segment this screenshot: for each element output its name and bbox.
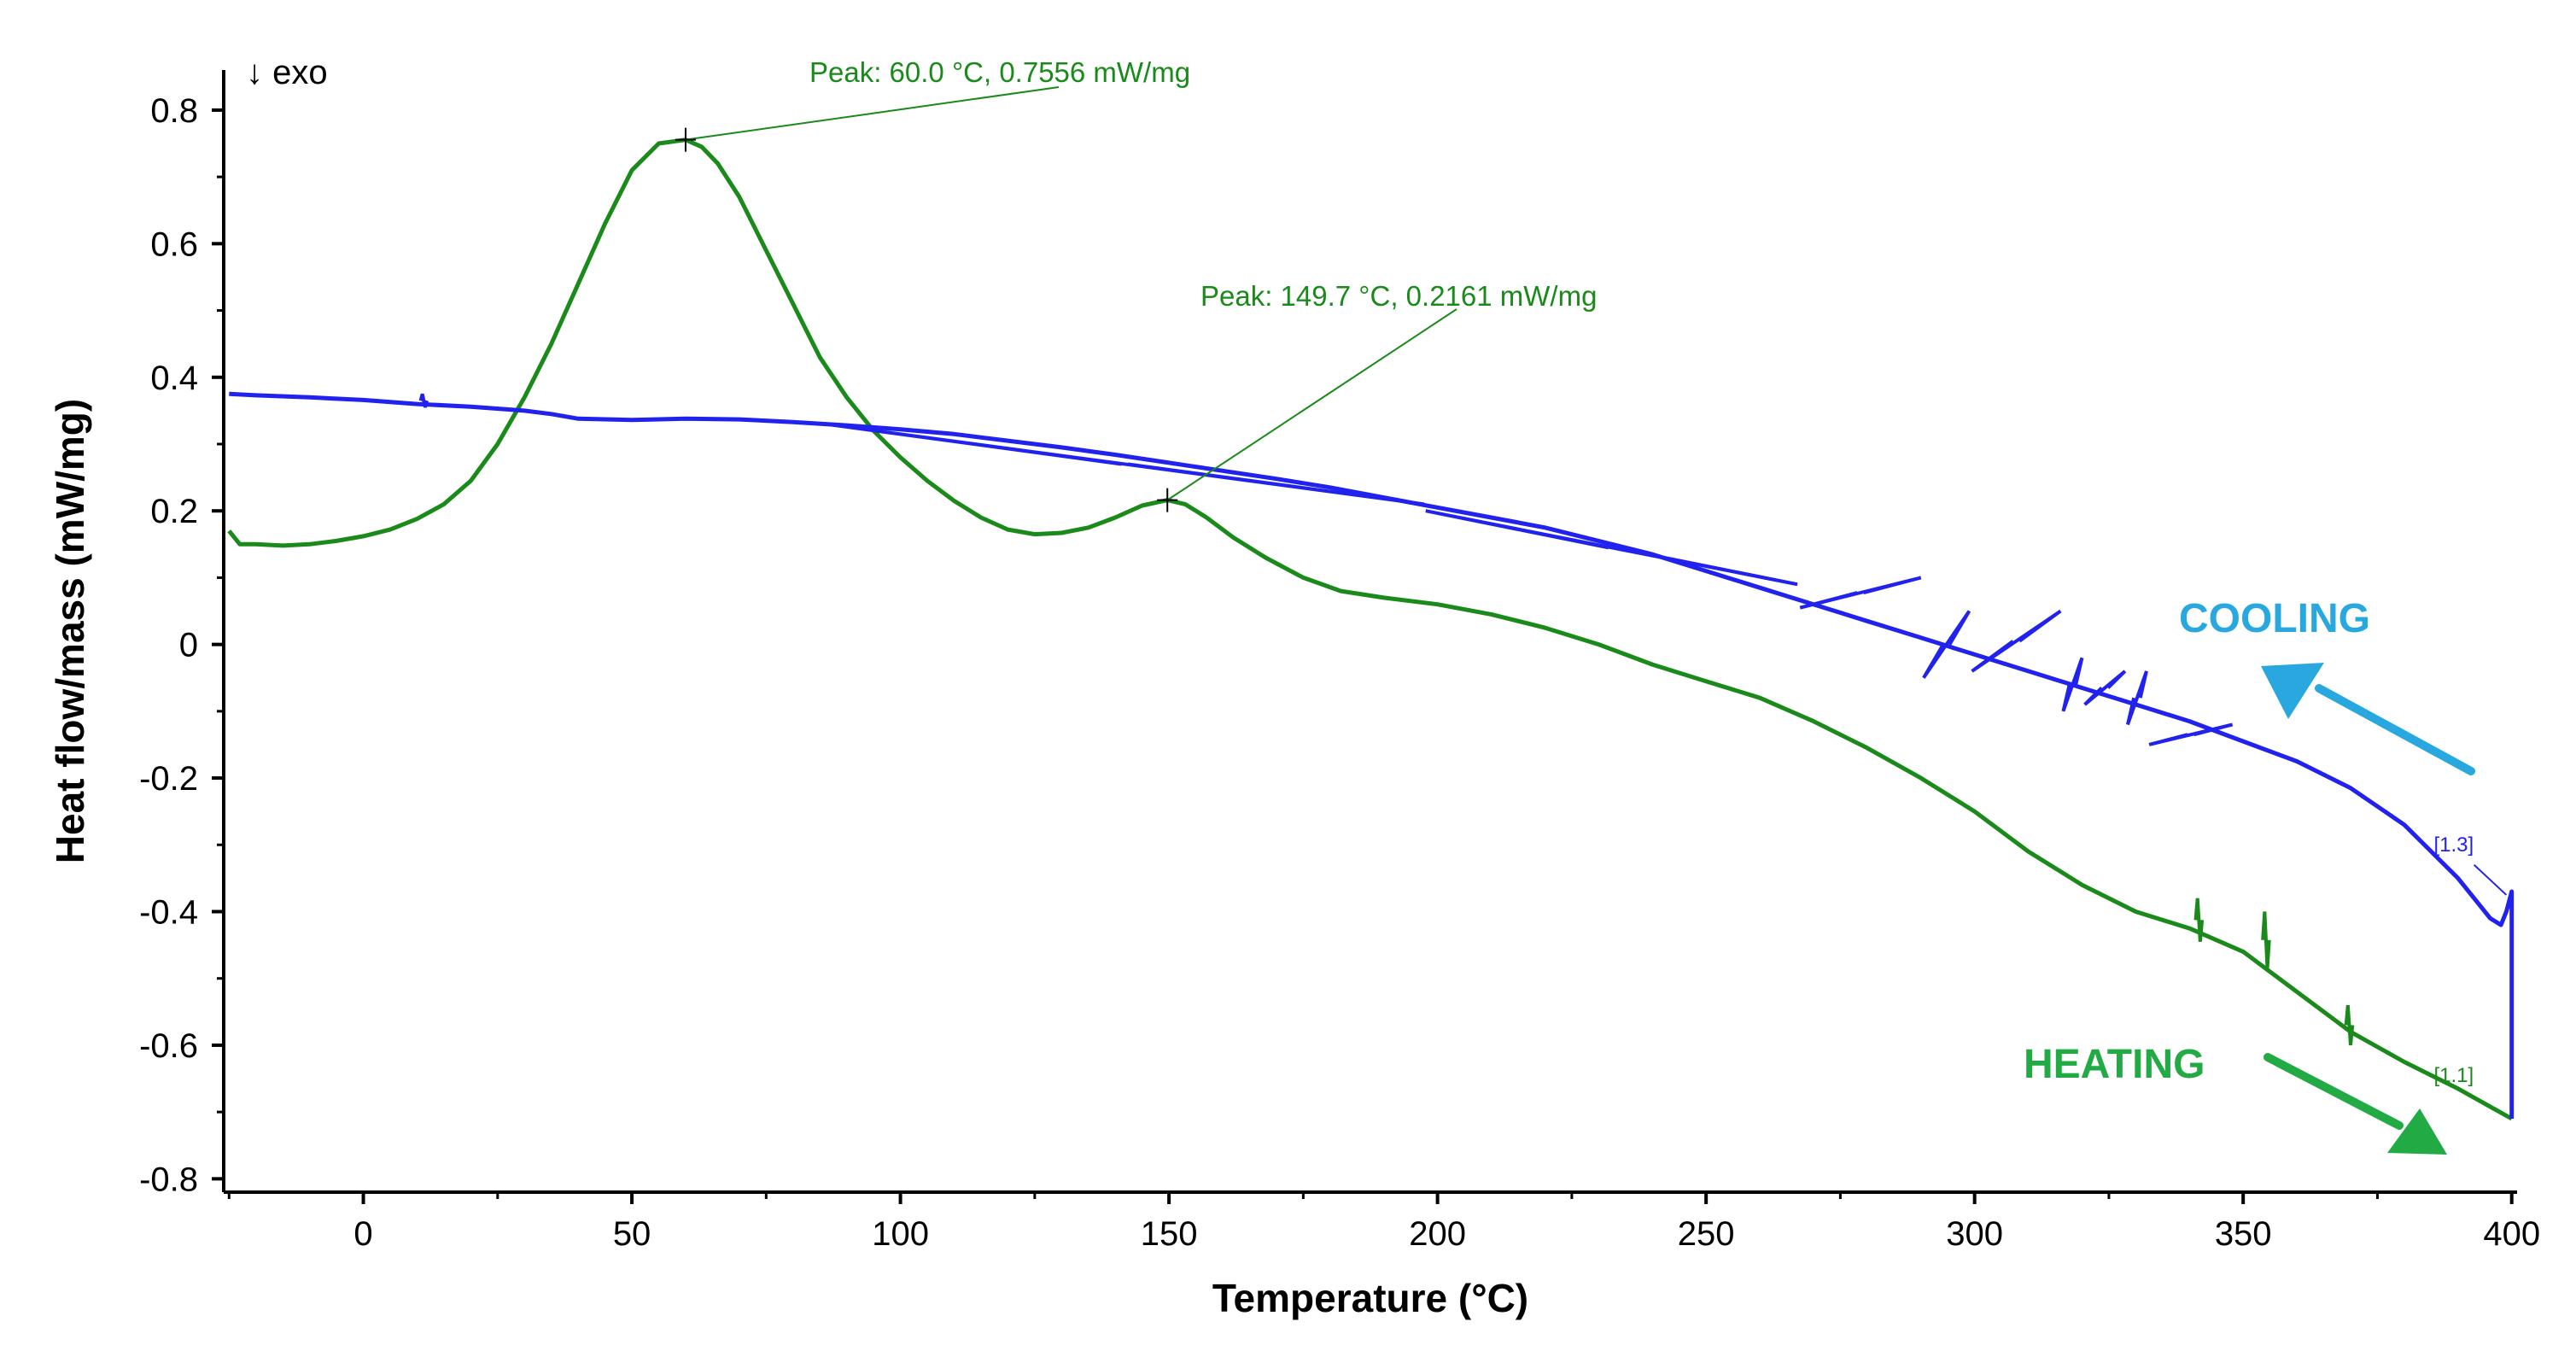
noise-spike [2126,670,2148,726]
y-tick-label: 0.6 [150,225,198,263]
heating-arrow-line [2263,1053,2404,1130]
cooling-label: COOLING [2179,596,2370,641]
noise-spike [1799,576,1922,610]
noise-spike [825,422,1425,506]
noise-spike [2193,898,2205,942]
noise-spike [2261,911,2271,969]
segment-label-leader [2473,864,2508,896]
tick-labels: 0 50 100 150 200 250 300 350 400 0.8 0.6 0.4 0.2 0 -0.… [139,92,2540,1253]
annotation-leader [685,86,1060,141]
direction-labels: COOLING HEATING [2024,596,2475,1155]
cooling-arrow-head [2261,663,2324,719]
x-tick-label: 200 [1409,1215,1466,1253]
y-tick-label: 0 [179,627,198,664]
y-axis-title: Heat flow/mass (mW/mg) [48,399,92,863]
noise-spike [1971,609,2062,673]
y-tick-label: -0.2 [139,760,198,798]
series-line-cooling [229,391,2515,1119]
cooling-arrow-line [2315,684,2475,775]
peak-annotations: Peak: 60.0 °C, 0.7556 mW/mg Peak: 149.7 °… [675,56,1597,512]
noise-spike [2061,657,2084,712]
y-tick-label: -0.6 [139,1027,198,1065]
noise-spike [1922,610,1971,679]
exo-direction-label: ↓ exo [246,54,328,91]
x-tick-label: 250 [1678,1215,1735,1253]
noise-spike [2083,670,2127,706]
noise-spike [2344,1004,2355,1046]
series-lines: [1.1] [1.3] [227,137,2515,1121]
x-tick-label: 150 [1141,1215,1198,1253]
x-axis-title: Temperature (°C) [1212,1276,1528,1320]
y-tick-label: 0.4 [150,360,198,397]
series-line-heating [227,137,2513,1121]
y-tick-label: -0.8 [139,1161,198,1198]
noise-spike [418,393,429,408]
noise-spike [2148,722,2234,746]
peak-annotation-text: Peak: 60.0 °C, 0.7556 mW/mg [809,56,1190,88]
annotation-leader [1166,308,1457,501]
axes [222,70,2517,1194]
x-tick-label: 400 [2483,1215,2540,1253]
segment-label: [1.1] [2433,1064,2474,1087]
heating-label: HEATING [2024,1042,2205,1087]
y-tick-label: 0.2 [150,493,198,530]
heating-arrow-head [2387,1108,2447,1155]
y-tick-label: 0.8 [150,92,198,130]
x-tick-label: 100 [872,1215,929,1253]
segment-label: [1.3] [2433,833,2474,857]
x-tick-label: 0 [353,1215,372,1253]
x-tick-label: 300 [1946,1215,2003,1253]
x-tick-label: 50 [613,1215,651,1253]
y-tick-label: -0.4 [139,894,198,932]
noise-spike [1425,509,1798,587]
x-tick-label: 350 [2215,1215,2272,1253]
peak-annotation-text: Peak: 149.7 °C, 0.2161 mW/mg [1200,280,1597,312]
tick-marks [212,108,2514,1204]
